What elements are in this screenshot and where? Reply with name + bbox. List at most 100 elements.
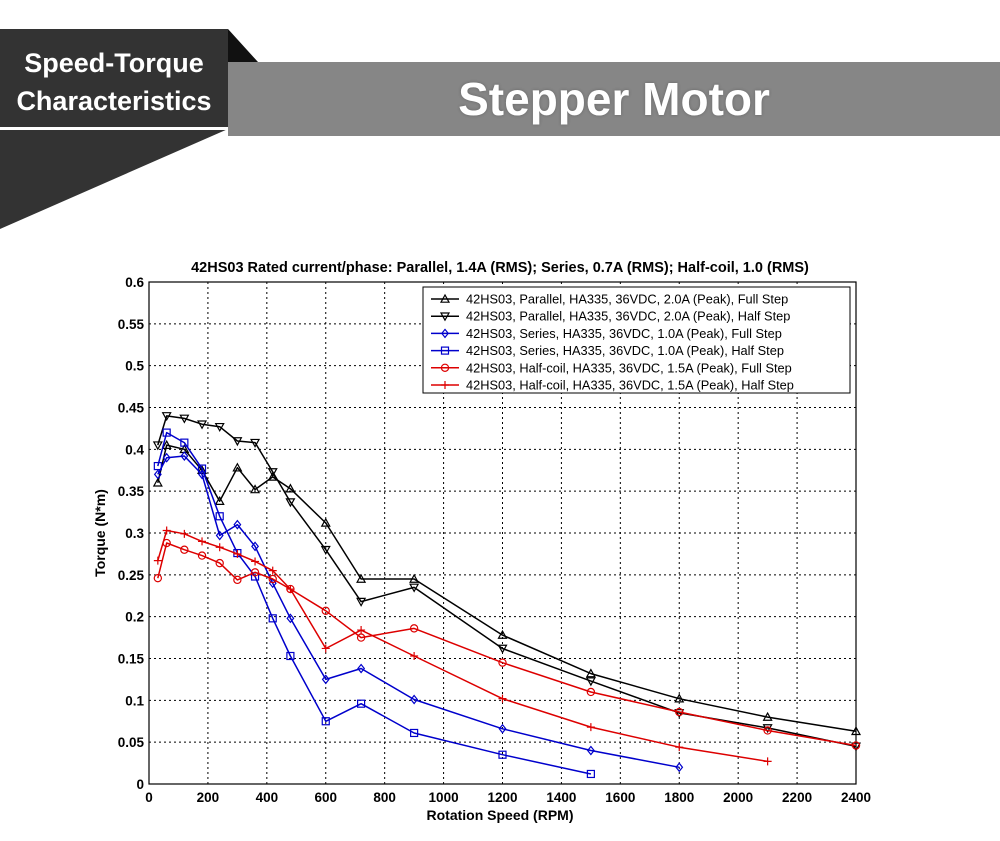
x-tick-label: 200: [197, 790, 220, 805]
y-tick-label: 0.4: [125, 442, 144, 457]
plot-area-border: [148, 281, 857, 785]
marker-triangle-down: [356, 597, 367, 607]
marker-plus: [441, 381, 449, 389]
marker-triangle-down: [197, 420, 208, 430]
x-tick-label: 0: [145, 790, 153, 805]
marker-square: [357, 699, 366, 708]
marker-triangle-up: [232, 462, 243, 472]
x-tick-label: 2000: [723, 790, 753, 805]
marker-circle: [851, 741, 861, 750]
legend-label: 42HS03, Series, HA335, 36VDC, 1.0A (Peak…: [466, 343, 784, 358]
marker-plus: [233, 549, 242, 558]
marker-diamond: [675, 762, 684, 773]
marker-plus: [410, 651, 419, 660]
marker-circle: [763, 726, 772, 735]
marker-square: [498, 750, 507, 759]
marker-diamond: [410, 694, 419, 705]
y-tick-label: 0.35: [118, 484, 145, 499]
marker-triangle-up: [850, 726, 862, 736]
marker-square: [215, 512, 224, 521]
marker-triangle-up: [250, 484, 261, 494]
marker-square: [321, 717, 330, 726]
series-3: [153, 451, 684, 773]
section-badge: Speed-Torque Characteristics: [0, 44, 228, 120]
marker-diamond: [162, 452, 171, 463]
legend: 42HS03, Parallel, HA335, 36VDC, 2.0A (Pe…: [422, 286, 851, 394]
marker-triangle-up: [674, 693, 685, 703]
marker-triangle-down: [179, 414, 190, 424]
series-1: [152, 439, 862, 736]
marker-triangle-down: [250, 438, 261, 448]
marker-plus: [180, 529, 189, 538]
marker-circle: [250, 568, 260, 577]
marker-triangle-up: [152, 477, 163, 487]
marker-triangle-up: [214, 495, 225, 506]
x-tick-label: 1600: [605, 790, 635, 805]
marker-diamond: [215, 530, 224, 541]
marker-diamond: [233, 519, 242, 530]
series-line: [157, 431, 592, 775]
series-2: [152, 412, 862, 752]
y-tick-label: 0.1: [125, 693, 144, 708]
marker-triangle-up: [356, 573, 367, 583]
legend-item: 42HS03, Series, HA335, 36VDC, 1.0A (Peak…: [431, 326, 782, 341]
y-tick-label: 0.55: [118, 317, 145, 332]
grid-lines: [149, 282, 856, 784]
marker-plus: [198, 537, 207, 546]
marker-square: [268, 614, 277, 623]
marker-triangle-down: [214, 422, 225, 432]
x-tick-label: 800: [373, 790, 396, 805]
series-line: [157, 542, 857, 747]
marker-plus: [286, 585, 295, 594]
x-tick-label: 400: [256, 790, 279, 805]
marker-square: [197, 464, 207, 473]
marker-circle: [153, 573, 163, 583]
speed-torque-chart: 42HS03 Rated current/phase: Parallel, 1.…: [92, 260, 871, 823]
y-tick-label: 0.25: [118, 568, 145, 583]
badge-line-2: Characteristics: [16, 86, 212, 116]
marker-square: [586, 769, 595, 779]
marker-triangle-down: [585, 677, 596, 687]
marker-triangle-up: [497, 629, 508, 639]
page-title: Stepper Motor: [458, 73, 770, 125]
marker-triangle-up: [161, 439, 172, 449]
marker-square: [410, 728, 419, 738]
marker-plus: [321, 644, 330, 653]
marker-square: [180, 438, 189, 447]
y-tick-label: 0.6: [125, 275, 144, 290]
y-tick-label: 0.2: [125, 610, 144, 625]
marker-triangle-up: [439, 293, 451, 303]
legend-label: 42HS03, Half-coil, HA335, 36VDC, 1.5A (P…: [466, 360, 792, 375]
marker-square: [162, 428, 171, 437]
marker-triangle-down: [674, 709, 685, 719]
series-line: [157, 444, 857, 733]
y-tick-label: 0.5: [125, 359, 144, 374]
series-line: [157, 529, 768, 763]
x-tick-label: 1200: [487, 790, 517, 805]
marker-square: [153, 461, 162, 471]
marker-plus: [498, 694, 507, 703]
marker-triangle-down: [497, 644, 508, 654]
x-tick-label: 1400: [546, 790, 576, 805]
marker-plus: [357, 626, 366, 635]
legend-label: 42HS03, Series, HA335, 36VDC, 1.0A (Peak…: [466, 326, 782, 341]
marker-circle: [215, 558, 224, 568]
marker-circle: [321, 606, 330, 616]
legend-label: 42HS03, Half-coil, HA335, 36VDC, 1.5A (P…: [466, 378, 794, 393]
x-tick-label: 1000: [429, 790, 459, 805]
x-axis-ticks: 0 200 400 600 800 1000 1200 1400 1600 1800 2000 220…: [145, 790, 871, 805]
marker-triangle-down: [762, 724, 773, 734]
marker-circle: [197, 551, 207, 560]
marker-triangle-down: [850, 742, 862, 752]
series-line: [157, 455, 680, 769]
marker-triangle-up: [762, 711, 773, 721]
x-tick-label: 2200: [782, 790, 812, 805]
marker-diamond: [286, 613, 295, 624]
marker-triangle-down: [320, 545, 331, 555]
marker-triangle-up: [285, 483, 296, 493]
series-group: [152, 412, 862, 779]
marker-diamond: [498, 723, 507, 734]
marker-triangle-down: [152, 441, 163, 451]
chart-title: 42HS03 Rated current/phase: Parallel, 1.…: [191, 260, 809, 276]
series-line: [157, 415, 857, 748]
